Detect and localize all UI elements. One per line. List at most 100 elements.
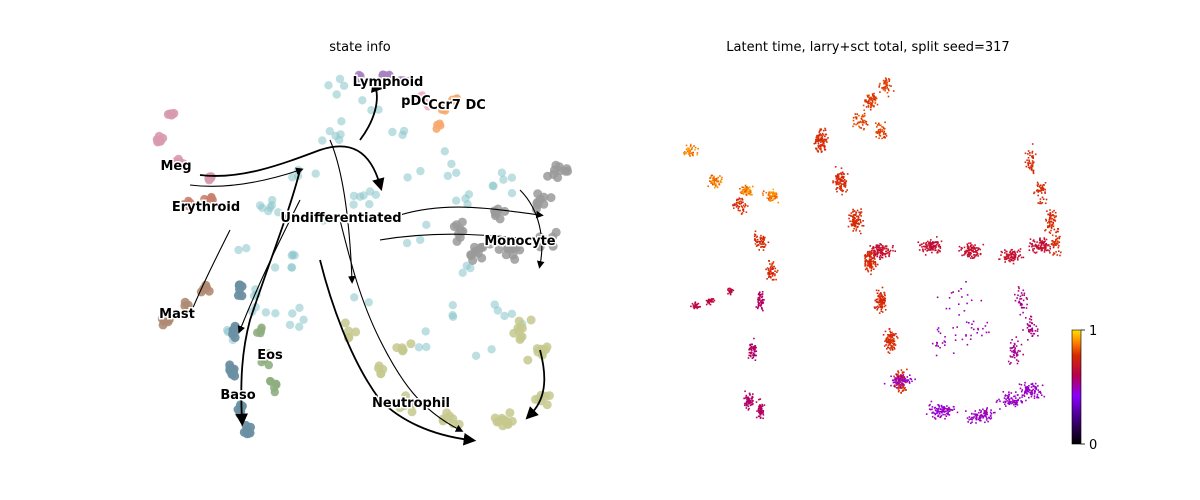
cell-point-monocyte (550, 165, 559, 175)
latent-time-point (1019, 250, 1021, 253)
latent-time-point (749, 400, 751, 403)
latent-time-point (883, 292, 886, 294)
latent-time-point (1053, 241, 1056, 243)
latent-time-point (872, 257, 875, 260)
latent-time-point (841, 176, 844, 178)
latent-time-point (737, 209, 740, 212)
latent-time-point (985, 408, 988, 411)
latent-time-point (874, 262, 877, 265)
latent-time-point (961, 296, 963, 298)
latent-time-point (1039, 198, 1042, 200)
latent-time-point (878, 129, 880, 131)
cell-point-neutrophil (514, 316, 524, 326)
streamline (235, 169, 301, 427)
latent-time-point (866, 255, 868, 258)
latent-time-point (747, 402, 750, 405)
cell-point-baso (233, 290, 243, 300)
latent-time-point (1024, 152, 1027, 155)
latent-time-point (761, 308, 763, 310)
latent-time-point (885, 79, 888, 81)
latent-time-point (1050, 214, 1053, 217)
latent-time-point (1011, 259, 1013, 262)
latent-time-point (760, 307, 763, 309)
latent-time-point (976, 249, 979, 252)
latent-time-point (869, 101, 872, 104)
latent-time-point (1052, 241, 1054, 243)
latent-time-point (1051, 211, 1054, 213)
latent-time-point (737, 205, 740, 208)
latent-time-point (975, 414, 977, 416)
latent-time-point (1004, 394, 1007, 396)
latent-time-point (835, 183, 838, 186)
latent-time-point (762, 412, 764, 414)
latent-time-point (693, 307, 695, 310)
latent-time-point (1033, 192, 1035, 195)
latent-time-point (708, 301, 711, 304)
latent-time-point (948, 307, 951, 310)
latent-time-point (869, 266, 871, 269)
latent-time-point (1004, 403, 1006, 406)
latent-time-point (972, 320, 975, 323)
latent-time-point (759, 405, 762, 407)
latent-time-point (768, 260, 770, 262)
latent-time-point (936, 342, 938, 344)
latent-time-point (748, 398, 750, 401)
latent-time-point (945, 415, 948, 417)
latent-time-point (1012, 251, 1014, 253)
latent-time-point (1040, 241, 1042, 243)
latent-time-point (1036, 328, 1039, 330)
latent-time-point (1037, 396, 1040, 399)
latent-time-point (837, 178, 839, 181)
latent-time-point (963, 246, 966, 249)
latent-time-point (841, 179, 843, 182)
latent-time-point (720, 178, 723, 181)
latent-time-point (903, 371, 905, 373)
latent-time-point (742, 208, 745, 210)
latent-time-point (1010, 347, 1013, 349)
latent-time-point (1029, 330, 1032, 332)
latent-time-point (925, 246, 928, 249)
latent-time-point (754, 239, 757, 241)
latent-time-point (974, 244, 976, 246)
latent-time-point (769, 263, 771, 265)
latent-time-point (720, 181, 723, 184)
latent-time-point (1030, 315, 1032, 318)
latent-time-point (972, 245, 975, 247)
latent-time-point (1020, 400, 1022, 402)
cell-point-meg (165, 109, 175, 119)
latent-time-point (774, 197, 776, 200)
latent-time-point (714, 184, 717, 187)
cell-point-undifferentiated (493, 306, 502, 315)
latent-time-point (887, 351, 890, 353)
latent-time-point (771, 263, 773, 266)
latent-time-point (983, 412, 985, 414)
cell-point-baso (230, 327, 239, 337)
latent-time-point (749, 399, 751, 402)
latent-time-point (1041, 384, 1044, 387)
latent-time-point (880, 292, 882, 294)
latent-time-point (689, 149, 692, 151)
latent-time-point (1019, 248, 1022, 250)
latent-time-point (1001, 251, 1003, 254)
latent-time-point (1018, 287, 1020, 290)
latent-time-point (999, 408, 1001, 410)
latent-time-point (1040, 244, 1043, 247)
cell-point-undifferentiated (402, 238, 412, 248)
latent-time-point (836, 182, 838, 184)
latent-time-point (972, 417, 975, 419)
latent-time-point (878, 246, 880, 249)
cell-point-monocyte (449, 222, 459, 232)
latent-time-point (1007, 257, 1010, 259)
latent-time-point (683, 153, 686, 156)
latent-time-point (1050, 216, 1052, 218)
latent-time-point (839, 187, 841, 189)
latent-time-point (925, 245, 927, 247)
latent-time-point (738, 201, 741, 203)
latent-time-point (930, 242, 932, 244)
latent-time-point (1031, 327, 1034, 330)
latent-time-point (834, 166, 837, 168)
latent-time-point (1031, 150, 1034, 153)
latent-time-point (1043, 241, 1045, 244)
latent-time-point (1030, 165, 1032, 167)
latent-time-point (761, 295, 764, 298)
